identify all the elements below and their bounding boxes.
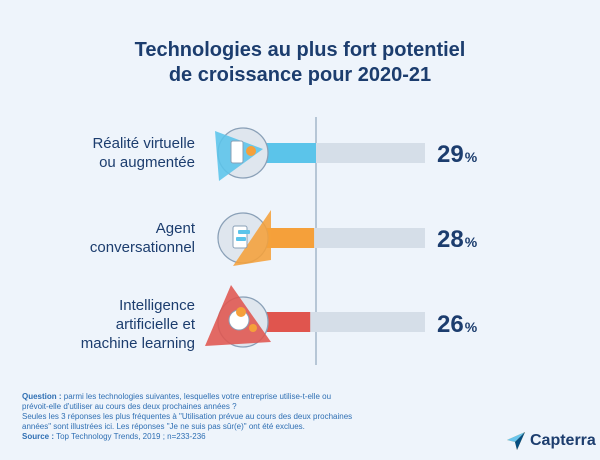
footnote-question: Question : parmi les technologies suivan… — [22, 392, 462, 402]
data-label-unit: % — [464, 234, 478, 250]
category-label-line: artificielle et — [115, 316, 195, 333]
chart-title-line-1: Technologies au plus fort potentiel — [134, 39, 466, 61]
capterra-logo: Capterra — [506, 431, 596, 451]
footnote-question-label: Question : — [22, 392, 62, 401]
footnote-question-text-2: prévoit-elle d'utiliser au cours des deu… — [22, 402, 237, 411]
category-label-line: machine learning — [80, 335, 195, 352]
category-label-vr-ar: Réalité virtuelle ou augmentée — [40, 134, 195, 172]
category-label-ai: Intelligence artificielle et machine lea… — [40, 296, 195, 353]
data-label-value: 29 — [437, 141, 464, 168]
data-label-value: 28 — [437, 226, 464, 253]
brand-name: Capterra — [530, 432, 596, 449]
data-label-unit: % — [464, 149, 478, 165]
chart-title-line-2: de croissance pour 2020-21 — [168, 64, 432, 86]
data-label-unit: % — [464, 319, 478, 335]
footnote-note-2: années" sont illustrées ici. Les réponse… — [22, 422, 305, 431]
data-label-chatbot: 28% — [437, 226, 477, 254]
category-label-line: ou augmentée — [99, 154, 195, 171]
chat-bubble-glyph — [238, 230, 250, 234]
gear-glyph — [236, 307, 246, 317]
category-label-line: Agent — [155, 220, 195, 237]
chatbot-icon — [233, 210, 271, 266]
gear-glyph — [249, 324, 257, 332]
category-label-line: Intelligence — [119, 297, 195, 314]
footnote-source-label: Source : — [22, 432, 55, 441]
category-label-line: conversationnel — [89, 239, 195, 256]
category-label-line: Réalité virtuelle — [92, 135, 195, 152]
chart-title: Technologies au plus fort potentiel de c… — [0, 38, 600, 88]
footnote-question-text: parmi les technologies suivantes, lesque… — [63, 392, 332, 401]
category-label-chatbot: Agent conversationnel — [40, 219, 195, 257]
footnote-source-text: Top Technology Trends, 2019 ; n=233-236 — [56, 432, 206, 441]
footnote-note-1: Seules les 3 réponses les plus fréquente… — [22, 412, 353, 421]
data-label-value: 26 — [437, 311, 464, 338]
capterra-logo-icon — [507, 432, 525, 450]
chat-bubble-glyph — [236, 237, 246, 241]
data-label-ai: 26% — [437, 311, 477, 339]
sun-glyph — [246, 146, 256, 156]
data-label-vr-ar: 29% — [437, 141, 477, 169]
footnote-source: Source : Top Technology Trends, 2019 ; n… — [22, 432, 462, 442]
footnote: Question : parmi les technologies suivan… — [22, 392, 462, 442]
phone-glyph — [230, 140, 244, 164]
